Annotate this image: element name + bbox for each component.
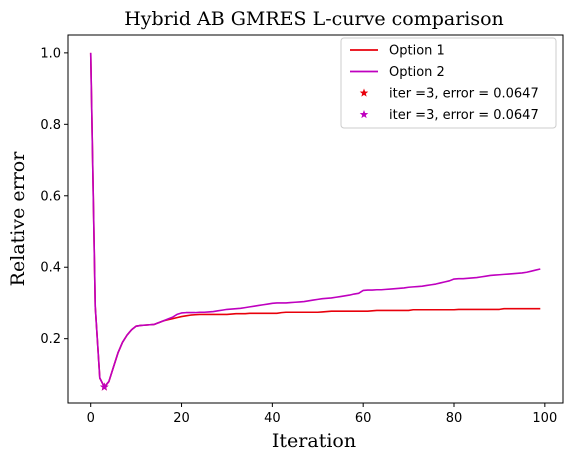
legend-label: iter =3, error = 0.0647 <box>389 87 539 102</box>
x-tick-label: 0 <box>87 411 95 426</box>
x-tick-label: 80 <box>446 411 463 426</box>
plot-area: 0 20 40 60 80 100 0.2 0.4 0.6 0.8 1.0 <box>40 34 564 426</box>
y-tick-label: 0.8 <box>40 118 61 133</box>
legend-swatch-star <box>359 110 369 119</box>
legend-label: Option 1 <box>389 44 445 59</box>
x-tick-label: 40 <box>264 411 281 426</box>
axes-frame <box>67 34 564 404</box>
series-line <box>89 52 541 388</box>
x-tick-label: 60 <box>355 411 372 426</box>
y-tick-label: 0.2 <box>40 332 61 347</box>
star-marker <box>100 382 109 391</box>
y-tick-label: 1.0 <box>40 46 61 61</box>
x-tick-label: 20 <box>173 411 190 426</box>
x-axis-label: Iteration <box>272 430 356 452</box>
x-tick-label: 100 <box>532 411 557 426</box>
y-tick-label: 0.6 <box>40 189 61 204</box>
legend-box <box>340 37 557 129</box>
legend-swatch-star <box>359 88 369 97</box>
chart-title: Hybrid AB GMRES L-curve comparison <box>124 8 504 30</box>
y-axis-label: Relative error <box>7 151 29 287</box>
legend: Option 1 Option 2 iter =3, error = 0.0647 i… <box>340 37 557 129</box>
legend-label: iter =3, error = 0.0647 <box>389 108 539 123</box>
legend-label: Option 2 <box>389 65 445 80</box>
y-tick-label: 0.4 <box>40 261 61 276</box>
